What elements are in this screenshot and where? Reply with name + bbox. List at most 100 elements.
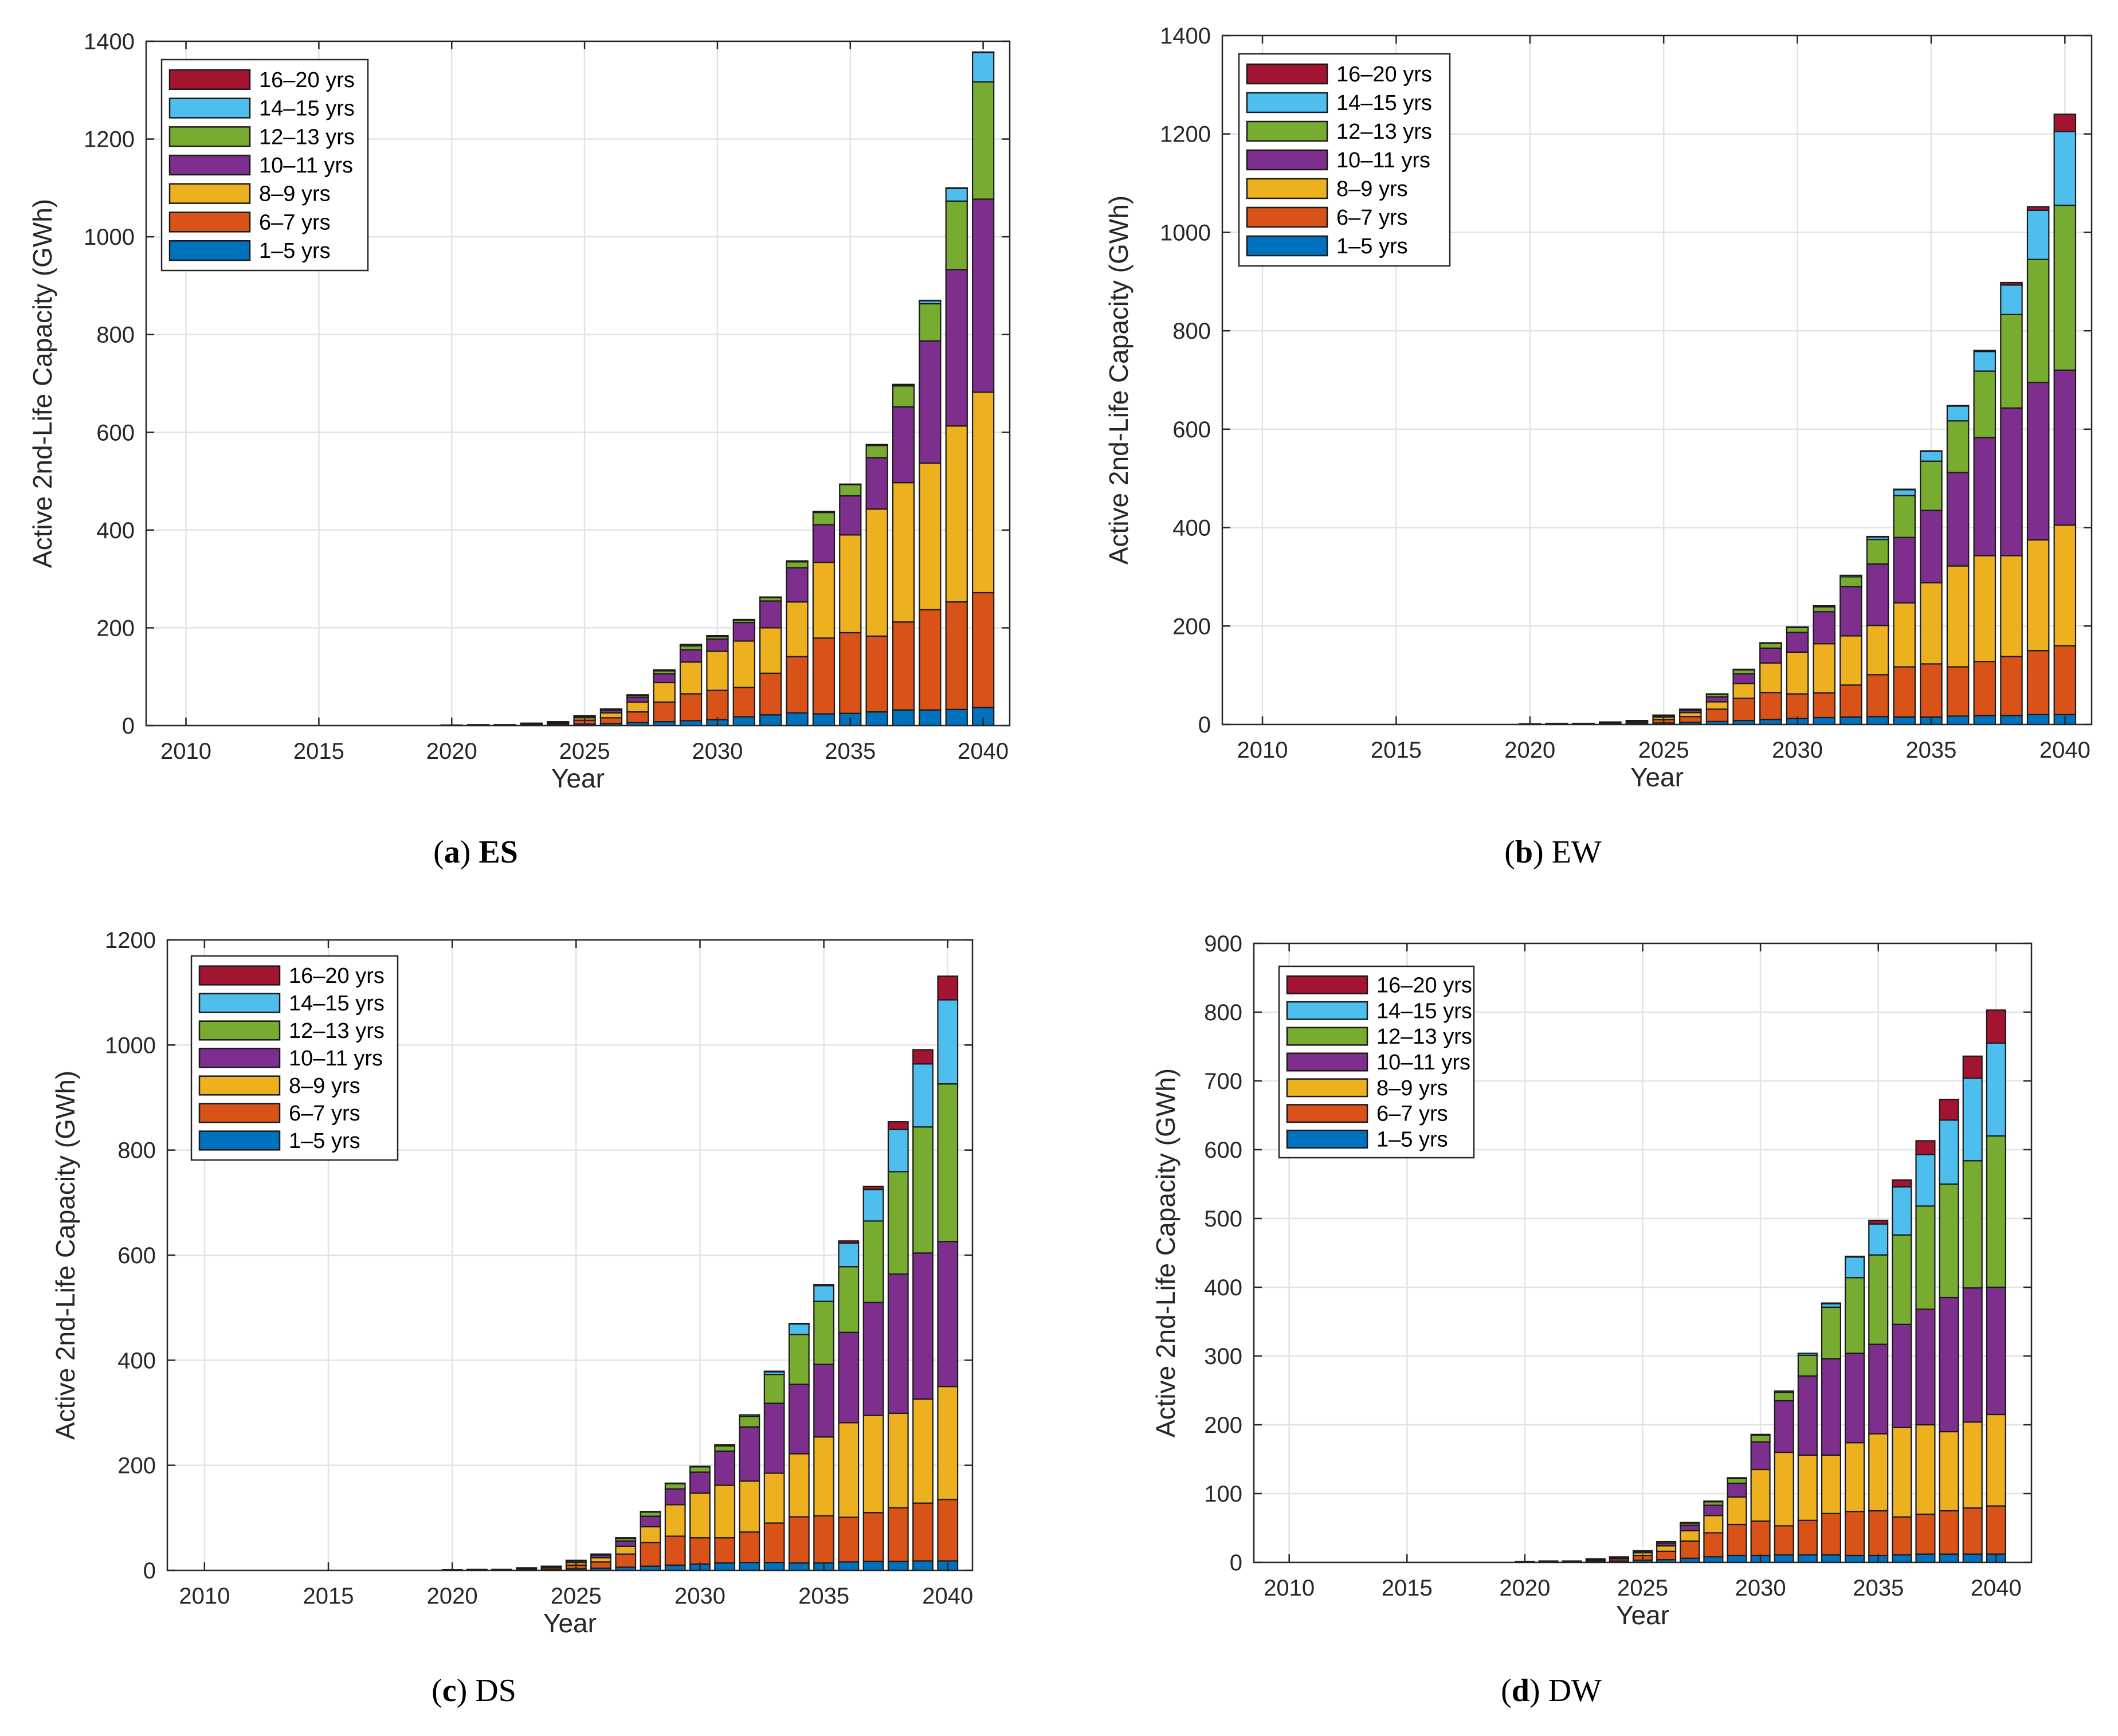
legend-swatch — [198, 965, 281, 986]
x-tick-label: 2015 — [1371, 738, 1422, 763]
bar-segment-2027-3 — [626, 701, 649, 713]
bar-segment-2029-1 — [664, 1564, 686, 1572]
legend-swatch — [1286, 1078, 1368, 1098]
bar-segment-2039-3 — [1962, 1421, 1983, 1509]
bar-segment-2028-2 — [653, 701, 676, 723]
bar-segment-2027-4 — [1680, 1525, 1700, 1531]
bar-segment-2033-5 — [786, 561, 809, 569]
y-tick-label: 600 — [1204, 1138, 1242, 1163]
y-tick-label: 800 — [1172, 319, 1211, 344]
bar-segment-2034-2 — [1845, 1511, 1865, 1557]
bar-segment-2034-5 — [1845, 1277, 1865, 1354]
bar-segment-2032-6 — [1839, 574, 1862, 578]
bar-segment-2036-4 — [1892, 1323, 1912, 1428]
bar-segment-2034-2 — [812, 637, 836, 715]
bar-segment-2038-1 — [1939, 1553, 1959, 1563]
y-tick-label: 1200 — [84, 127, 135, 152]
bar-segment-2040-2 — [2053, 645, 2077, 715]
legend-swatch — [198, 1130, 281, 1151]
bar-segment-2040-3 — [2053, 524, 2077, 646]
bar-segment-2035-5 — [1920, 460, 1943, 511]
bar-segment-2029-2 — [1727, 1523, 1747, 1557]
legend-entry: 12–13 yrs — [1336, 120, 1432, 144]
y-tick-label: 1000 — [1160, 220, 1211, 245]
bar-segment-2037-5 — [1973, 370, 1997, 438]
bar-segment-2027-3 — [615, 1545, 637, 1555]
y-tick-label: 800 — [96, 323, 135, 348]
bar-segment-2039-4 — [912, 1252, 934, 1400]
bar-segment-2040-4 — [971, 198, 995, 393]
bar-segment-2035-5 — [813, 1300, 835, 1365]
bar-segment-2021-2 — [1538, 1560, 1559, 1562]
caption-label: c — [442, 1673, 457, 1708]
bar-segment-2029-4 — [1759, 647, 1782, 664]
bar-segment-2028-3 — [653, 681, 676, 703]
bar-segment-2026-5 — [1656, 1541, 1677, 1544]
bar-segment-2033-3 — [1821, 1454, 1842, 1514]
bar-segment-2034-6 — [788, 1323, 810, 1335]
bar-segment-2037-4 — [1973, 437, 1997, 557]
bar-segment-2033-7 — [1866, 535, 1889, 538]
y-tick-label: 400 — [96, 518, 135, 543]
legend-entry: 12–13 yrs — [1376, 1025, 1472, 1049]
bar-segment-2037-6 — [862, 1189, 884, 1222]
legend-entry: 16–20 yrs — [289, 964, 385, 988]
bar-segment-2035-7 — [1920, 450, 1943, 452]
bar-segment-2024-4 — [540, 1565, 562, 1568]
legend-swatch — [198, 1020, 281, 1041]
bar-segment-2033-4 — [763, 1402, 785, 1474]
bar-segment-2039-5 — [1962, 1160, 1983, 1289]
chart-panel-d: 0 100 200 300 400 500 600 700 800 900 2010 2015 2020… — [1151, 931, 2033, 1708]
x-tick-label: 2030 — [674, 1584, 725, 1609]
bar-segment-2035-6 — [813, 1285, 835, 1302]
bar-segment-2040-6 — [1986, 1042, 2006, 1137]
bar-segment-2037-1 — [1915, 1553, 1936, 1563]
bar-segment-2030-2 — [689, 1537, 711, 1565]
bar-segment-2033-3 — [786, 601, 809, 657]
bar-segment-2031-3 — [714, 1484, 736, 1539]
bar-segment-2039-6 — [912, 1063, 934, 1128]
bar-segment-2037-7 — [862, 1185, 884, 1190]
bar-segment-2031-4 — [714, 1450, 736, 1486]
y-tick-label: 1000 — [84, 225, 135, 250]
bar-segment-2039-1 — [2026, 714, 2050, 726]
bar-segment-2030-3 — [706, 650, 729, 691]
bar-segment-2036-1 — [865, 711, 888, 727]
bar-segment-2040-4 — [937, 1241, 959, 1388]
bar-segment-2036-2 — [1946, 666, 1970, 717]
bar-segment-2028-6 — [1703, 1500, 1724, 1503]
bar-segment-2032-4 — [1797, 1375, 1818, 1456]
legend-swatch — [198, 1048, 281, 1068]
legend-entry: 12–13 yrs — [289, 1019, 385, 1043]
panel-caption: (c) DS — [432, 1673, 516, 1708]
bar-segment-2034-1 — [1845, 1554, 1865, 1563]
bar-segment-2037-3 — [1973, 555, 1997, 663]
bar-segment-2037-4 — [892, 406, 915, 484]
bar-segment-2026-2 — [599, 717, 623, 724]
bar-segment-2033-2 — [763, 1522, 785, 1563]
bar-segment-2034-7 — [788, 1323, 810, 1325]
bar-segment-2037-1 — [862, 1561, 884, 1572]
bar-segment-2039-4 — [2026, 382, 2050, 541]
bar-segment-2035-2 — [1868, 1510, 1889, 1557]
bar-segment-2033-4 — [1866, 563, 1889, 626]
legend-entry: 14–15 yrs — [259, 97, 355, 121]
bar-segment-2035-3 — [839, 534, 862, 634]
bar-segment-2035-4 — [1920, 510, 1943, 583]
bar-segment-2037-2 — [862, 1512, 884, 1562]
x-axis-label: Year — [551, 763, 605, 793]
bar-segment-2029-2 — [1759, 692, 1782, 720]
bar-segment-2031-2 — [732, 687, 755, 718]
bar-segment-2028-3 — [640, 1526, 661, 1543]
bar-segment-2036-4 — [865, 457, 888, 510]
bar-segment-2035-6 — [1868, 1223, 1889, 1256]
bar-segment-2035-3 — [1868, 1433, 1889, 1512]
bar-segment-2034-4 — [812, 524, 836, 563]
legend-entry: 10–11 yrs — [289, 1047, 383, 1071]
bar-segment-2028-4 — [1703, 1504, 1724, 1516]
legend-swatch — [1246, 92, 1328, 113]
bar-segment-2032-4 — [1839, 586, 1862, 637]
bar-segment-2032-4 — [759, 600, 782, 629]
caption-name: DS — [475, 1673, 516, 1708]
